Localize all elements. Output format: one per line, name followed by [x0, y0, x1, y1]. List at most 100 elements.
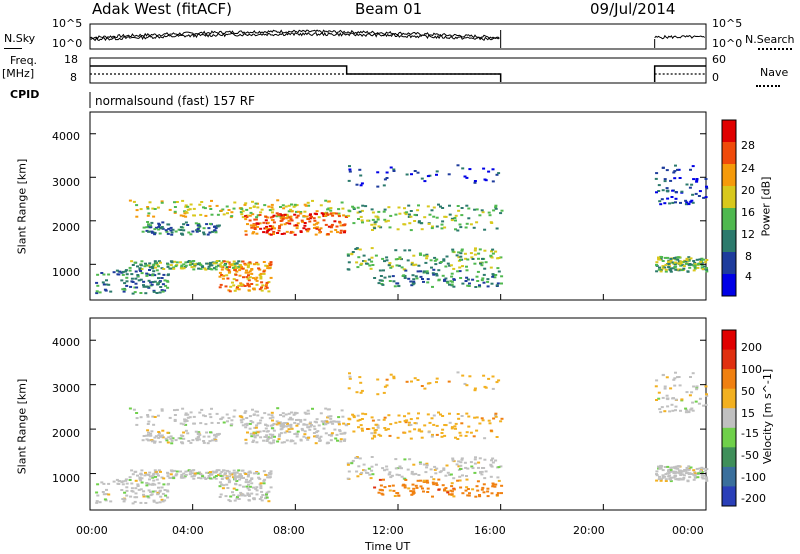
power-cell-668 — [233, 269, 237, 272]
velocity-cell-1078 — [445, 490, 449, 493]
power-cell-549 — [282, 232, 286, 235]
power-cell-367 — [216, 213, 220, 216]
velocity-cell-554 — [248, 422, 252, 425]
power-cell-756 — [164, 229, 168, 232]
velocity-cell-1403 — [687, 410, 691, 413]
power-cell-584 — [260, 286, 263, 289]
xtick-3: 12:00 — [372, 524, 404, 537]
power-cell-20 — [102, 283, 106, 286]
power-cell-1120 — [388, 275, 392, 278]
power-cell-143 — [155, 263, 159, 266]
power-cell-649 — [230, 264, 234, 267]
power-cell-820 — [480, 264, 484, 267]
velocity-cell-859 — [357, 465, 361, 468]
power-cell-338 — [148, 201, 152, 204]
velocity-cell-502 — [330, 433, 334, 436]
velocity-cell-974 — [407, 424, 411, 427]
velocity-cell-1128 — [500, 492, 503, 495]
velocity-cell-114 — [184, 470, 188, 473]
velocity-cell-268 — [240, 421, 244, 424]
power-cell-1067 — [468, 282, 471, 285]
power-cell-253 — [251, 200, 254, 203]
power-cell-1069 — [388, 280, 392, 282]
velocity-cb-50: 50 — [741, 385, 755, 398]
velocity-cell-669 — [221, 487, 225, 490]
power-cell-1049 — [417, 221, 421, 224]
power-cell-1294 — [705, 259, 709, 261]
power-cell-127 — [169, 260, 173, 263]
power-cell-0 — [95, 281, 99, 284]
power-cell-76 — [139, 278, 143, 281]
power-cell-483 — [255, 232, 259, 235]
velocity-cell-652 — [243, 494, 247, 497]
power-cell-926 — [456, 205, 460, 207]
power-cell-54 — [153, 274, 157, 277]
power-cell-833 — [473, 253, 477, 256]
velocity-cell-65 — [152, 499, 156, 502]
velocity-cell-1049 — [417, 429, 421, 432]
velocity-cell-392 — [192, 415, 196, 418]
velocity-cell-724 — [187, 440, 191, 442]
velocity-cell-737 — [184, 429, 188, 432]
velocity-cell-424 — [293, 442, 297, 445]
power-cell-512 — [330, 223, 334, 226]
velocity-cell-873 — [385, 468, 389, 471]
power-cell-1109 — [412, 280, 416, 283]
velocity-cell-864 — [408, 458, 412, 461]
velocity-cell-1250 — [661, 474, 665, 477]
power-cell-1208 — [435, 170, 439, 173]
power-cell-4 — [122, 290, 126, 293]
power-cell-587 — [267, 281, 271, 284]
power-cell-997 — [450, 217, 454, 220]
power-cell-1116 — [467, 285, 471, 287]
velocity-cell-779 — [167, 436, 171, 439]
power-cell-527 — [318, 231, 322, 234]
power-cell-842 — [433, 259, 437, 262]
velocity-cell-370 — [184, 419, 188, 422]
velocity-cell-1326 — [688, 476, 692, 479]
velocity-cell-1111 — [411, 492, 415, 495]
velocity-cell-1040 — [416, 417, 420, 420]
power-cell-504 — [280, 233, 284, 235]
power-cell-1129 — [437, 279, 441, 282]
velocity-cell-813 — [480, 470, 484, 473]
velocity-cell-1362 — [674, 405, 678, 408]
velocity-cell-653 — [269, 472, 273, 475]
power-cell-356 — [286, 214, 289, 217]
velocity-cell-815 — [370, 469, 374, 472]
velocity-cell-842 — [433, 468, 437, 471]
power-cell-1381 — [685, 201, 689, 204]
power-cell-1264 — [680, 269, 684, 272]
power-cell-872 — [387, 264, 391, 267]
velocity-cell-1016 — [384, 428, 388, 431]
power-cell-934 — [417, 204, 420, 207]
power-cell-949 — [460, 207, 464, 209]
power-cell-162 — [148, 262, 152, 265]
power-cell-532 — [245, 216, 249, 218]
power-cell-169 — [160, 267, 164, 270]
velocity-cell-714 — [182, 437, 186, 440]
power-cell-981 — [453, 217, 457, 219]
power-cell-132 — [237, 260, 241, 263]
power-cell-784 — [170, 231, 174, 234]
power-cell-351 — [241, 216, 245, 219]
nsky-line-1 — [89, 29, 500, 40]
velocity-cell-309 — [263, 412, 267, 415]
velocity-cell-1305 — [690, 473, 694, 475]
power-cell-1209 — [420, 177, 424, 180]
velocity-cell-28 — [102, 482, 106, 485]
velocity-cell-535 — [339, 432, 343, 435]
velocity-cell-897 — [347, 470, 351, 473]
velocity-cell-1139 — [411, 483, 415, 486]
velocity-cell-1002 — [377, 419, 381, 421]
power-cell-774 — [157, 225, 161, 228]
velocity-cell-185 — [150, 475, 154, 478]
velocity-cell-781 — [150, 439, 154, 442]
power-cell-1302 — [657, 256, 660, 259]
velocity-cell-391 — [329, 415, 333, 418]
power-cell-655 — [260, 281, 264, 284]
velocity-cell-1027 — [417, 428, 421, 431]
power-cell-315 — [243, 203, 247, 206]
velocity-cell-866 — [363, 469, 367, 472]
freq-line-2 — [653, 65, 706, 82]
